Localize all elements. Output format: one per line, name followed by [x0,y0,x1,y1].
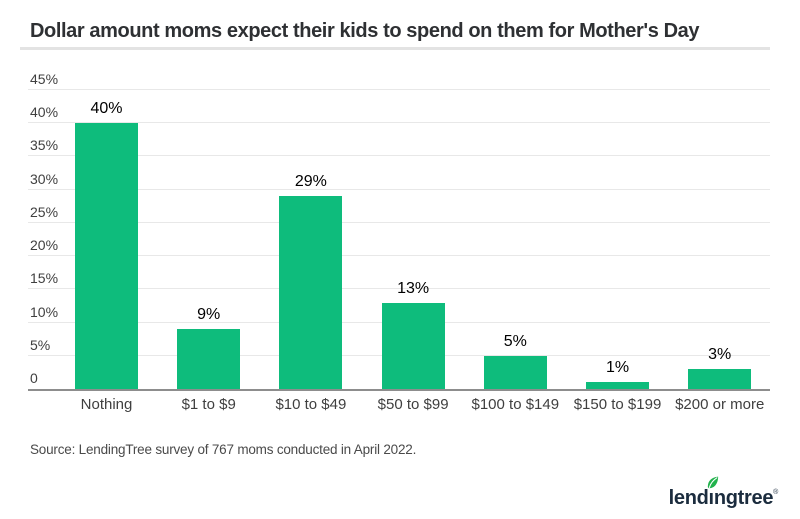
category-label-150-to-199: $150 to $199 [573,396,662,413]
bar-value-label-200-or-more: 3% [708,346,732,364]
bar-10-to-49 [279,196,343,389]
bar-value-label-100-to-149: 5% [503,332,527,350]
bar-100-to-149 [483,355,547,389]
y-tick-label-25: 25% [30,203,59,220]
category-label-1-to-9: $1 to $9 [181,396,236,413]
y-tick-label-40: 40% [30,104,59,121]
bar-value-label-1-to-9: 9% [197,306,221,324]
bar-value-label-150-to-199: 1% [605,359,630,377]
gridline-25 [28,221,770,223]
y-tick-label-30: 30% [30,170,59,187]
registered-mark: ® [773,489,778,496]
logo-i-stem: ı [707,476,718,509]
plot-area: 45% 40% 35% 30% 25% 20% 15% 10% 5% 0 40% 9% 29% 13% 5%… [28,72,770,389]
category-label-100-to-149: $100 to $149 [471,396,560,413]
title-divider [20,47,770,50]
bar-50-to-99 [381,302,445,389]
y-tick-label-35: 35% [30,137,59,154]
y-tick-label-45: 45% [30,71,59,87]
gridline-45 [28,89,770,90]
gridline-15 [28,288,770,290]
bar-value-label-nothing: 40% [90,100,123,118]
category-label-50-to-99: $50 to $99 [377,396,449,413]
lendingtree-logo: lend ıngtree® [668,476,778,509]
y-tick-label-20: 20% [30,237,59,254]
gridline-40 [28,122,770,124]
gridline-35 [28,155,770,157]
bar-value-label-10-to-49: 29% [294,173,327,191]
leaf-icon [707,476,718,489]
category-label-10-to-49: $10 to $49 [275,396,347,413]
y-tick-label-10: 10% [30,303,59,320]
logo-text-post: ngtree [713,487,774,509]
y-tick-label-0: 0 [30,370,38,386]
bar-nothing [75,123,138,389]
gridline-20 [28,255,770,257]
y-tick-label-5: 5% [30,336,51,353]
category-label-200-or-more: $200 or more [675,396,765,413]
y-tick-label-15: 15% [30,270,59,287]
axis-baseline [28,389,770,391]
chart-title: Dollar amount moms expect their kids to … [30,20,700,42]
gridline-30 [28,188,770,190]
bar-200-or-more [688,369,752,389]
bar-1-to-9 [177,329,241,389]
logo-i-char: ı [708,487,715,509]
logo-text-pre: lend [668,487,709,509]
source-note: Source: LendingTree survey of 767 moms c… [30,442,417,457]
bar-150-to-199 [586,382,649,389]
category-label-nothing: Nothing [80,396,133,413]
bar-value-label-50-to-99: 13% [397,279,430,297]
x-axis-labels: Nothing $1 to $9 $10 to $49 $50 to $99 $100 … [28,397,770,417]
